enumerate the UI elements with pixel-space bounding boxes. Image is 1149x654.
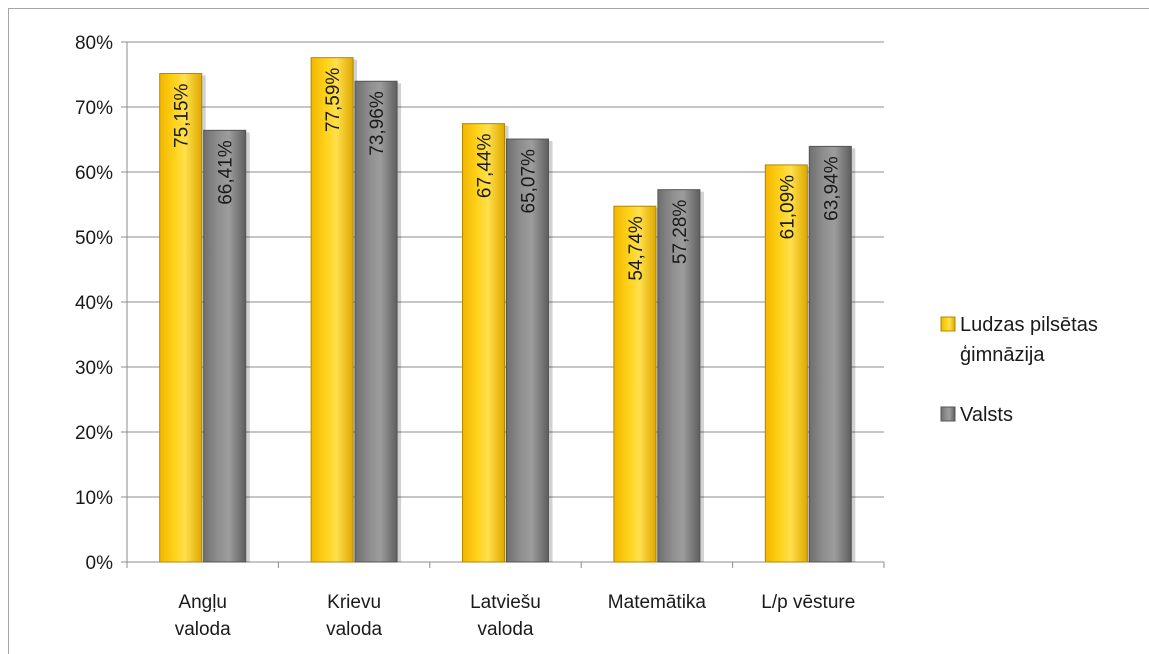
data-label: 65,07% bbox=[519, 149, 540, 214]
bar bbox=[506, 138, 549, 563]
x-tick-label: Matemātika bbox=[608, 592, 707, 613]
bar bbox=[203, 129, 247, 563]
x-tick-label: Krievu bbox=[327, 592, 381, 613]
bars bbox=[159, 57, 856, 563]
x-tick-label: valoda bbox=[175, 619, 231, 640]
y-tick-label: 20% bbox=[75, 423, 113, 444]
gridlines bbox=[127, 41, 884, 498]
bar bbox=[310, 57, 354, 563]
bar bbox=[764, 164, 808, 563]
axes: 0% 10% 20% 30% 40% 50% 60% 70% 80% Angļu valoda Kri… bbox=[75, 33, 885, 640]
bar bbox=[354, 80, 398, 563]
data-label: 67,44% bbox=[475, 134, 496, 199]
legend: Ludzas pilsētas ģimnāzija Valsts bbox=[940, 314, 1098, 426]
bar bbox=[159, 73, 203, 563]
legend-swatch bbox=[940, 406, 956, 422]
legend-label: ģimnāzija bbox=[960, 344, 1045, 366]
x-tick-label: L/p vēsture bbox=[761, 592, 855, 613]
legend-label: Ludzas pilsētas bbox=[960, 314, 1098, 336]
y-tick-label: 60% bbox=[75, 163, 113, 184]
y-tick-label: 50% bbox=[75, 228, 113, 249]
bar bbox=[657, 189, 701, 563]
y-tick-label: 80% bbox=[75, 33, 113, 54]
x-tick-label: valoda bbox=[478, 619, 534, 640]
y-tick-label: 10% bbox=[75, 488, 113, 509]
y-tick-label: 40% bbox=[75, 293, 113, 314]
x-tick-label: Latviešu bbox=[470, 592, 541, 613]
data-label: 66,41% bbox=[216, 140, 237, 205]
data-label: 57,28% bbox=[670, 200, 691, 265]
bar bbox=[462, 123, 505, 563]
data-labels: 75,15% 66,41% 77,59% 73,96% 67,44% 65,07% 54,7… bbox=[172, 68, 843, 281]
data-label: 77,59% bbox=[323, 68, 344, 133]
y-tick-label: 30% bbox=[75, 358, 113, 379]
data-label: 73,96% bbox=[367, 91, 388, 156]
legend-swatch bbox=[940, 316, 956, 332]
data-label: 63,94% bbox=[821, 156, 842, 221]
x-tick-label: valoda bbox=[326, 619, 382, 640]
data-label: 75,15% bbox=[172, 83, 193, 148]
legend-label: Valsts bbox=[960, 404, 1013, 426]
data-label: 54,74% bbox=[626, 216, 647, 281]
y-tick-label: 0% bbox=[86, 553, 114, 574]
x-tick-label: Angļu bbox=[178, 592, 227, 613]
chart-frame bbox=[8, 8, 1149, 654]
y-tick-label: 70% bbox=[75, 98, 113, 119]
bar bbox=[808, 145, 852, 563]
bar bbox=[613, 205, 657, 563]
data-label: 61,09% bbox=[777, 175, 798, 240]
